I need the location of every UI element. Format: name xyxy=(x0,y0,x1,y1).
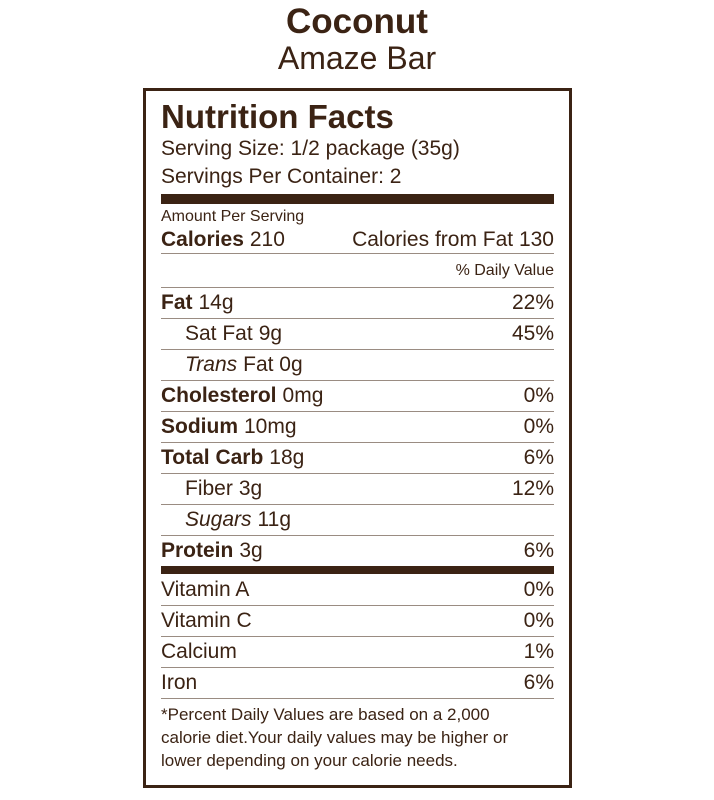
nutrient-amount: 3g xyxy=(239,539,263,562)
vitamin-dv: 0% xyxy=(523,609,554,632)
nutrient-name: Fiber xyxy=(185,477,233,500)
nutrient-row: Sugars 11g xyxy=(161,504,554,535)
nutrient-row: Sat Fat 9g 45% xyxy=(161,318,554,349)
vitamin-row: Calcium 1% xyxy=(161,636,554,667)
nutrient-name: Sat Fat xyxy=(185,322,253,345)
vitamin-row: Iron 6% xyxy=(161,667,554,698)
nutrient-amount: 3g xyxy=(238,477,263,500)
nutrient: Fat 14g xyxy=(161,291,234,315)
nutrient: Sat Fat 9g xyxy=(185,322,282,346)
nutrient: Protein 3g xyxy=(161,539,263,563)
vitamin-dv: 0% xyxy=(523,577,554,601)
vitamin-name: Vitamin C xyxy=(161,609,252,632)
thick-rule xyxy=(161,194,554,204)
nutrient-row: Total Carb 18g 6% xyxy=(161,442,554,473)
nutrient-amount: 10mg xyxy=(244,415,297,438)
servings-per-container: Servings Per Container: 2 xyxy=(161,165,402,188)
serving-size: Serving Size: 1/2 package (35g) xyxy=(161,137,460,160)
dv-header: % Daily Value xyxy=(455,261,554,279)
nutrient: Total Carb 18g xyxy=(161,446,304,470)
nutrient-row: Sodium 10mg 0% xyxy=(161,411,554,442)
nutrient-name: Protein xyxy=(161,539,234,562)
vitamin-name: Vitamin A xyxy=(161,577,250,601)
vitamin-dv: 1% xyxy=(523,640,554,663)
nutrient-name: Total Carb xyxy=(161,446,264,469)
nutrient-dv: 0% xyxy=(523,415,554,438)
nutrient-dv: 45% xyxy=(511,322,554,345)
nutrient-name: Fat xyxy=(161,291,193,314)
nutrient: Sugars 11g xyxy=(185,508,291,532)
nutrient-name: Sodium xyxy=(161,415,238,438)
nutrient-amount: 0mg xyxy=(282,384,324,407)
nutrient-row: Trans Fat 0g xyxy=(161,349,554,380)
nutrient-dv: 0% xyxy=(523,384,554,407)
nutrient-name: Cholesterol xyxy=(161,384,277,407)
vitamin-row: Vitamin C 0% xyxy=(161,605,554,636)
footnote-line: calorie diet.Your daily values may be hi… xyxy=(161,728,509,747)
nutrient-row: Cholesterol 0mg 0% xyxy=(161,380,554,411)
nutrient-name: Sugars xyxy=(185,508,252,531)
nutrient-row: Fiber 3g 12% xyxy=(161,473,554,504)
nutrient-dv: 12% xyxy=(511,477,554,500)
vitamin-name: Calcium xyxy=(161,640,237,663)
vitamins: Vitamin A 0% Vitamin C 0% Calcium 1% Iron 6% xyxy=(161,574,554,698)
nutrient-amount: 14g xyxy=(198,291,234,314)
nutrient-row: Fat 14g 22% xyxy=(161,287,554,318)
nutrient-name: Trans xyxy=(185,353,238,376)
product-subtitle: Amaze Bar xyxy=(277,40,437,76)
nutrient-amount: 9g xyxy=(258,322,283,345)
calories-from-fat: Calories from Fat 130 xyxy=(352,227,554,251)
nutrient: Sodium 10mg xyxy=(161,415,297,439)
nutrition-label: Nutrition Facts Serving Size: 1/2 packag… xyxy=(143,88,572,788)
thick-rule xyxy=(161,566,554,574)
nutrient-amount: 11g xyxy=(257,508,292,531)
nutrients: Fat 14g 22% Sat Fat 9g 45% Trans Fat 0g Choleste… xyxy=(161,287,554,566)
calories-row: Calories 210 Calories from Fat 130 xyxy=(161,226,554,253)
dv-header-row: % Daily Value xyxy=(161,253,554,287)
calories-value: 210 xyxy=(249,227,285,251)
nutrient-amount: Fat 0g xyxy=(243,353,303,376)
nutrient-row: Protein 3g 6% xyxy=(161,535,554,566)
product-title: Coconut xyxy=(286,2,428,41)
calories-label: Calories xyxy=(161,227,244,251)
nutrient: Fiber 3g xyxy=(185,477,262,501)
nutrient-dv: 22% xyxy=(511,291,554,314)
nutrient-dv: 6% xyxy=(523,539,554,562)
nutrient: Cholesterol 0mg xyxy=(161,384,323,408)
amount-per-serving: Amount Per Serving xyxy=(161,208,305,225)
nutrient-amount: 18g xyxy=(269,446,305,469)
calories: Calories 210 xyxy=(161,228,285,252)
footnote: *Percent Daily Values are based on a 2,0… xyxy=(161,698,554,772)
vitamin-row: Vitamin A 0% xyxy=(161,574,554,605)
vitamin-name: Iron xyxy=(161,671,198,694)
vitamin-dv: 6% xyxy=(523,671,554,694)
heading: Nutrition Facts xyxy=(161,98,394,135)
footnote-line: lower depending on your calorie needs. xyxy=(161,751,458,770)
nutrient: Trans Fat 0g xyxy=(185,353,303,377)
footnote-line: *Percent Daily Values are based on a 2,0… xyxy=(161,705,490,724)
nutrient-dv: 6% xyxy=(523,446,554,469)
